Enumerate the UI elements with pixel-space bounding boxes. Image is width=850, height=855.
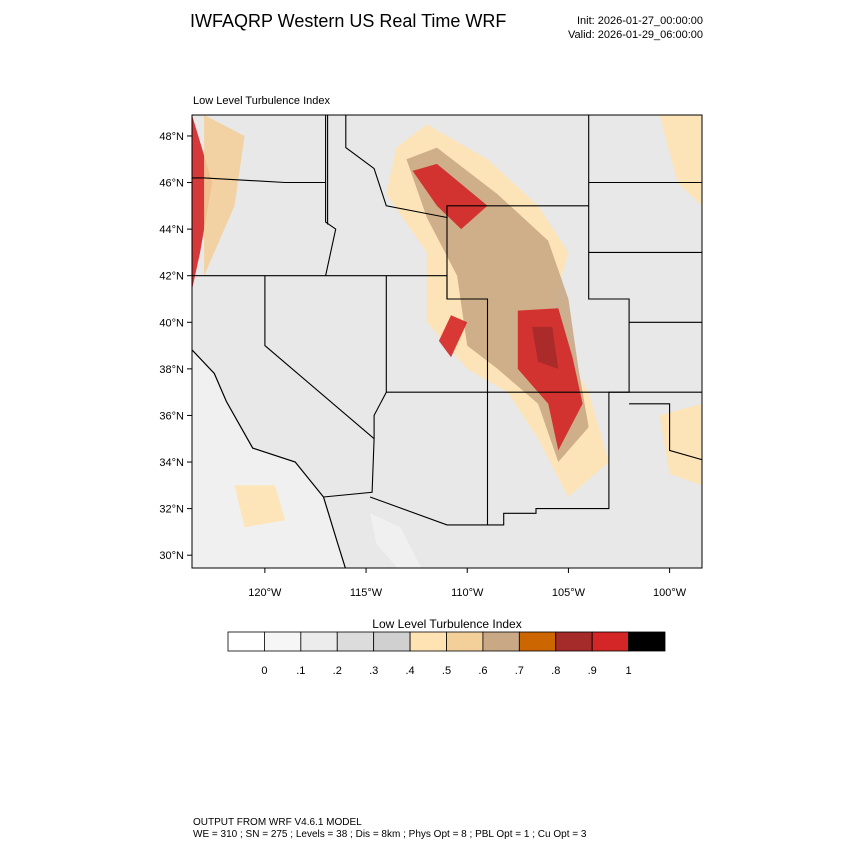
lat-tick-label: 34°N (159, 457, 184, 469)
colorbar-box (591, 631, 629, 652)
lat-tick-label: 42°N (159, 271, 184, 283)
lon-tick-label: 105°W (552, 587, 586, 599)
field-area (517, 308, 583, 451)
lat-tick-label: 30°N (159, 550, 184, 562)
coastline (192, 348, 346, 568)
colorbar-label: .1 (296, 665, 305, 677)
colorbar-box (373, 631, 411, 652)
colorbar-box (482, 631, 520, 652)
colorbar-box (300, 631, 338, 652)
map (192, 115, 702, 568)
ocean (370, 513, 422, 568)
colorbar-label: .7 (515, 665, 524, 677)
state-border (323, 275, 387, 498)
colorbar-label: 0 (261, 665, 267, 677)
lat-tick-label: 46°N (159, 178, 184, 190)
valid-time: Valid: 2026-01-29_06:00:00 (568, 29, 703, 41)
map-frame (191, 114, 703, 569)
colorbar-box (264, 631, 302, 652)
colorbar-label: .4 (405, 665, 414, 677)
state-border (264, 275, 375, 440)
colorbar-box (518, 631, 557, 652)
field-area (412, 163, 488, 230)
colorbar-label: .3 (369, 665, 378, 677)
state-border (446, 205, 489, 525)
lat-tick-label: 38°N (159, 364, 184, 376)
footer-line: WE = 310 ; SN = 275 ; Levels = 38 ; Dis … (193, 829, 587, 840)
state-border (369, 115, 630, 526)
state-border (192, 177, 326, 184)
title: IWFAQRP Western US Real Time WRF (190, 11, 506, 31)
lat-tick-label: 48°N (159, 131, 184, 143)
field-area (532, 326, 559, 369)
field-area (659, 115, 702, 206)
state-border (345, 115, 589, 219)
field-area (438, 315, 468, 358)
lat-tick-label: 32°N (159, 504, 184, 516)
colorbar-label: 1 (626, 665, 632, 677)
field-area (192, 115, 213, 290)
lon-tick-label: 120°W (248, 587, 282, 599)
colorbar-label: .9 (588, 665, 597, 677)
footer-line: OUTPUT FROM WRF V4.6.1 MODEL (193, 817, 362, 828)
lon-tick-label: 110°W (451, 587, 484, 599)
colorbar-box (336, 631, 375, 652)
state-border (325, 115, 337, 276)
field-area (234, 485, 286, 528)
lat-tick-label: 40°N (159, 317, 184, 329)
lat-tick-label: 36°N (159, 410, 184, 422)
colorbar-box (555, 631, 593, 652)
colorbar-label: .6 (478, 665, 487, 677)
colorbar-box (227, 631, 265, 652)
lat-tick-label: 44°N (159, 224, 184, 236)
init-time: Init: 2026-01-27_00:00:00 (577, 15, 703, 27)
colorbar-label: .8 (551, 665, 560, 677)
colorbar-label: .2 (333, 665, 342, 677)
lon-tick-label: 100°W (653, 587, 687, 599)
colorbar-label: .5 (442, 665, 451, 677)
colorbar-box (628, 631, 666, 652)
colorbar-title: Low Level Turbulence Index (372, 617, 521, 631)
lon-tick-label: 115°W (350, 587, 383, 599)
colorbar-box (446, 631, 484, 652)
field-area (204, 115, 245, 276)
map-title: Low Level Turbulence Index (193, 95, 330, 107)
state-border (629, 403, 702, 461)
ocean (192, 349, 346, 568)
colorbar-box (409, 631, 447, 652)
